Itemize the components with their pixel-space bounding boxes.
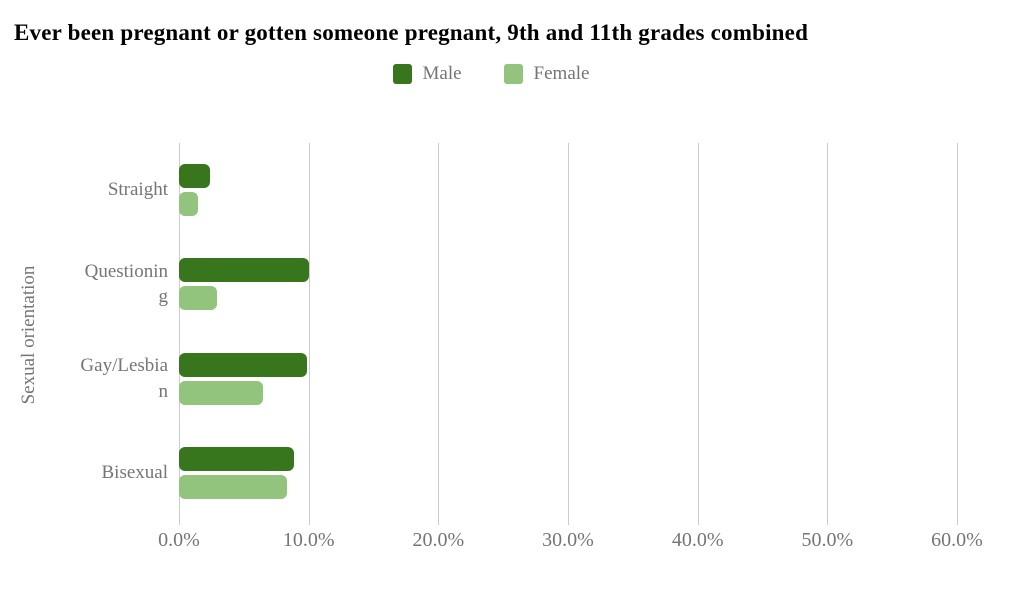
gridline-30 [568,143,569,525]
chart-title: Ever been pregnant or gotten someone pre… [14,20,809,45]
category-label-gay-lesbian: Gay/Lesbia n [80,354,168,402]
legend-label: Female [533,63,590,84]
gridline-0 [179,143,180,525]
category-axis-labels: Straight Questionin g Gay/Lesbia n Bisexual [55,143,168,520]
plot-area [179,143,958,525]
gridline-60 [957,143,958,525]
bar-group-straight [179,143,957,237]
x-tick-label-0: 0.0% [158,529,200,551]
x-tick-label-60: 60.0% [931,529,983,551]
legend-label: Male [422,63,462,84]
legend-swatch-male [392,64,412,84]
category-label-questioning: Questionin g [84,260,168,308]
category-label-bisexual: Bisexual [101,462,169,484]
legend: Male Female [0,63,1008,85]
bar-female-straight [179,192,199,217]
x-tick-label-30: 30.0% [542,529,594,551]
legend-item-female: Female [503,63,590,85]
bar-group-questioning [179,237,957,331]
gridline-20 [438,143,440,525]
gridline-50 [827,143,829,525]
category-label-straight: Straight [107,179,168,201]
legend-item-male: Male [392,63,462,85]
x-tick-label-20: 20.0% [412,529,465,551]
bar-female-questioning [179,286,217,311]
x-tick-label-50: 50.0% [801,529,854,551]
bar-group-gay-lesbian [179,332,957,426]
y-axis-title: Sexual orientation [18,265,39,405]
bar-male-questioning [179,258,309,283]
bar-female-gay-lesbian [179,380,264,405]
gridline-40 [697,143,699,525]
legend-swatch-female [503,64,523,84]
x-tick-label-10: 10.0% [282,529,335,551]
bar-male-straight [179,164,211,189]
bar-group-bisexual [179,426,957,520]
gridline-10 [308,143,310,525]
bar-male-bisexual [179,446,295,471]
bar-female-bisexual [179,474,287,499]
x-tick-label-40: 40.0% [671,529,724,551]
bar-male-gay-lesbian [179,352,308,377]
